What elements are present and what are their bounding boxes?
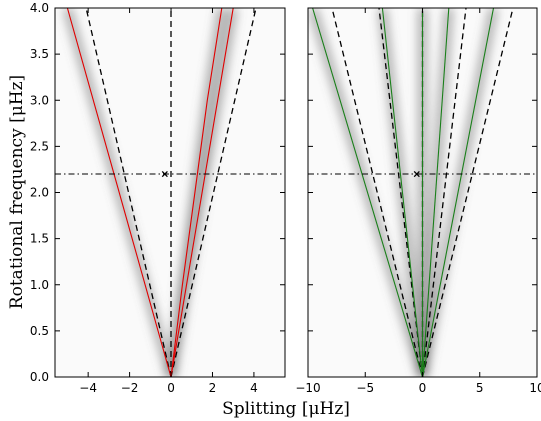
left-series-dashed-line-2 bbox=[170, 8, 257, 377]
left-cross-marker bbox=[161, 170, 168, 178]
right-series-dashed-line-1 bbox=[378, 8, 424, 377]
left-density-base bbox=[55, 8, 285, 377]
left-panel: −4 −2 0 2 4 0.0 0.5 1.0 1.5 2.0 2.5 3.0 3.5 4.0 bbox=[30, 1, 286, 395]
right-series-solid-line-8 bbox=[421, 8, 450, 377]
y-axis-label: Rotational frequency [μHz] bbox=[7, 75, 27, 309]
left-xtick-label: −2 bbox=[121, 381, 139, 395]
left-ytick-label: 2.0 bbox=[30, 186, 49, 200]
left-ytick-label: 3.5 bbox=[30, 47, 49, 61]
right-series-group bbox=[308, 8, 537, 377]
right-xtick-label: 10 bbox=[529, 381, 541, 395]
left-axis-ticks: −4 −2 0 2 4 0.0 0.5 1.0 1.5 2.0 2.5 3.0 3.5 4.0 bbox=[30, 1, 285, 395]
right-series-dashed-line-4 bbox=[421, 8, 514, 377]
left-series-solid-line-5 bbox=[170, 8, 223, 377]
right-xtick-label: 0 bbox=[419, 381, 427, 395]
x-axis-label: Splitting [μHz] bbox=[222, 399, 350, 419]
left-ytick-label: 3.0 bbox=[30, 93, 49, 107]
left-density-background bbox=[55, 8, 285, 377]
right-xtick-label: −5 bbox=[356, 381, 374, 395]
left-series-group bbox=[55, 8, 285, 377]
left-ytick-label: 2.5 bbox=[30, 139, 49, 153]
left-ytick-label: 0.0 bbox=[30, 370, 49, 384]
left-series-solid-line-4 bbox=[170, 8, 234, 377]
right-series-dashed-line-0 bbox=[331, 8, 424, 377]
right-axis-ticks: −10 −5 0 5 10 bbox=[295, 7, 541, 395]
right-series-solid-line-5 bbox=[312, 8, 424, 377]
left-series-solid-line-3 bbox=[66, 8, 172, 377]
left-xtick-label: 2 bbox=[209, 381, 217, 395]
right-cross-marker bbox=[413, 170, 420, 178]
right-series-solid-line-6 bbox=[381, 8, 424, 377]
right-series-dashed-line-3 bbox=[421, 8, 467, 377]
left-ytick-label: 1.5 bbox=[30, 232, 49, 246]
left-xtick-label: 4 bbox=[250, 381, 258, 395]
left-ytick-label: 1.0 bbox=[30, 278, 49, 292]
left-xtick-label: −4 bbox=[79, 381, 97, 395]
right-xtick-label: 5 bbox=[476, 381, 484, 395]
left-series-dashed-line-0 bbox=[85, 8, 172, 377]
left-ytick-label: 0.5 bbox=[30, 324, 49, 338]
right-series-solid-line-9 bbox=[421, 8, 495, 377]
right-xtick-label: −10 bbox=[295, 381, 320, 395]
left-ytick-label: 4.0 bbox=[30, 1, 49, 15]
right-panel: −10 −5 0 5 10 bbox=[295, 7, 541, 395]
left-xtick-label: 0 bbox=[167, 381, 175, 395]
